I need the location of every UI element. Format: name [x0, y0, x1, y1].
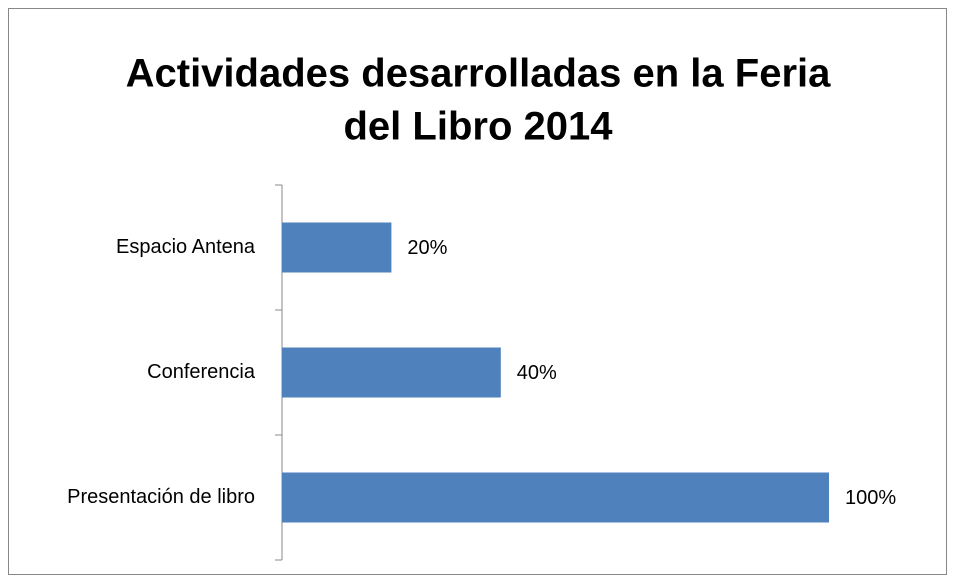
value-label: 20% — [407, 237, 447, 259]
y-tick-label: Conferencia — [147, 361, 256, 383]
bar — [282, 472, 829, 523]
y-tick-label: Espacio Antena — [116, 236, 256, 258]
value-label: 100% — [845, 487, 896, 509]
bar — [282, 222, 392, 273]
chart-title: Actividades desarrolladas en la Feria — [126, 52, 832, 96]
y-tick-label: Presentación de libro — [67, 486, 255, 508]
value-label: 40% — [517, 362, 557, 384]
chart-title: del Libro 2014 — [344, 105, 614, 149]
bar — [282, 347, 501, 398]
